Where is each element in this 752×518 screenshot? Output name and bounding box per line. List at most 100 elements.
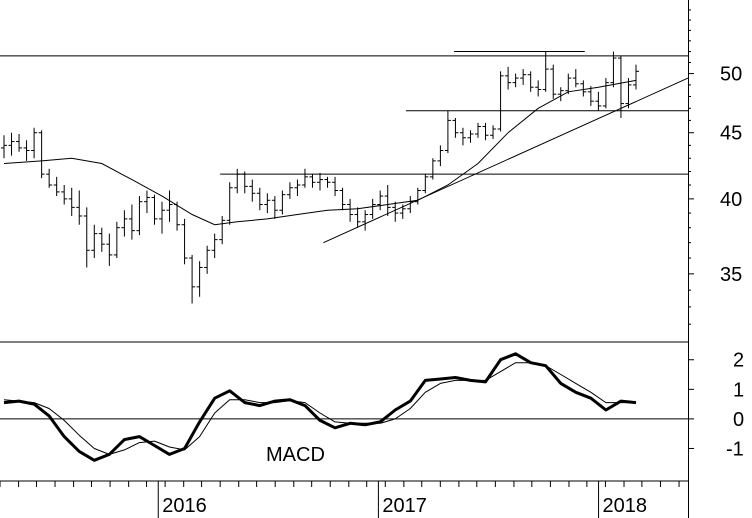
- price-bar: [309, 174, 316, 188]
- price-bar: [557, 87, 564, 102]
- price-bar: [53, 176, 60, 197]
- price-y-tick-label: 45: [720, 123, 742, 145]
- price-bar: [339, 187, 346, 211]
- price-bar: [61, 185, 68, 205]
- price-bar: [550, 64, 557, 99]
- price-bar: [264, 193, 271, 214]
- price-bar: [422, 174, 429, 194]
- price-bar: [136, 196, 143, 236]
- price-bar: [16, 133, 23, 152]
- price-bar: [610, 51, 617, 88]
- price-bar: [505, 66, 512, 90]
- price-bar: [595, 91, 602, 111]
- macd-panel: -1 0 1 2: [0, 350, 744, 462]
- price-bar: [580, 80, 587, 97]
- price-bar: [437, 145, 444, 167]
- moving-average-line: [3, 79, 637, 226]
- price-bar: [490, 125, 497, 140]
- price-bar: [527, 71, 534, 92]
- macd-label: MACD: [266, 444, 325, 466]
- chart-frame: [0, 0, 689, 518]
- price-bar: [8, 132, 15, 156]
- price-bar: [68, 187, 75, 216]
- price-bar: [271, 196, 278, 219]
- price-y-tick-label: 50: [720, 64, 742, 86]
- macd-y-tick-label: 2: [733, 350, 744, 372]
- x-year-label: 2018: [603, 495, 648, 517]
- price-bar: [602, 78, 609, 109]
- price-bar: [520, 69, 527, 85]
- price-bar: [151, 194, 158, 225]
- price-y-tick-label: 40: [720, 189, 742, 211]
- price-bar: [324, 176, 331, 188]
- price-bar: [617, 55, 624, 118]
- price-bar: [23, 140, 30, 161]
- x-axis: 2016 2017 2018: [0, 481, 680, 518]
- price-bar: [347, 198, 354, 222]
- price-bar: [587, 86, 594, 106]
- price-bar: [219, 215, 226, 245]
- price-bar: [452, 117, 459, 138]
- price-bar: [377, 190, 384, 211]
- price-bar: [565, 73, 572, 95]
- price-bar: [459, 127, 466, 146]
- price-bar: [286, 182, 293, 199]
- macd-signal-line: [3, 362, 636, 455]
- trendline: [323, 77, 689, 244]
- price-bar: [354, 207, 361, 228]
- price-bar: [542, 51, 549, 92]
- price-bar: [143, 190, 150, 214]
- price-bar: [121, 210, 128, 237]
- price-bar: [279, 190, 286, 215]
- price-bar: [572, 69, 579, 88]
- price-bar: [482, 122, 489, 141]
- price-bar: [189, 254, 196, 304]
- price-bar: [256, 187, 263, 211]
- price-bar: [76, 190, 83, 225]
- price-bar: [196, 261, 203, 297]
- price-bar: [317, 172, 323, 191]
- macd-y-tick-label: -1: [726, 438, 744, 460]
- x-year-label: 2016: [162, 495, 207, 517]
- price-bar: [38, 130, 45, 179]
- price-bar: [407, 196, 414, 214]
- price-bar: [181, 218, 188, 265]
- price-bar: [166, 190, 173, 222]
- price-bar: [106, 233, 113, 266]
- price-bar: [46, 168, 53, 188]
- price-bar: [362, 210, 369, 231]
- price-bar: [241, 171, 248, 194]
- macd-y-tick-label: 0: [733, 409, 744, 431]
- price-bar: [128, 204, 135, 240]
- price-bar: [384, 185, 391, 216]
- macd-y-tick-label: 1: [733, 379, 744, 401]
- price-bar: [497, 71, 504, 132]
- price-bar: [249, 179, 256, 202]
- price-bar: [625, 78, 632, 109]
- price-bar: [512, 73, 519, 88]
- price-bar: [211, 233, 218, 259]
- price-bar: [429, 158, 436, 180]
- price-bar: [399, 204, 406, 219]
- price-bar: [535, 80, 542, 97]
- price-bar: [98, 227, 105, 252]
- price-bar: [1, 135, 7, 159]
- price-bar: [414, 187, 421, 205]
- price-bar: [633, 64, 639, 90]
- price-bar: [234, 168, 241, 194]
- price-panel: 35 40 45 50: [0, 9, 742, 325]
- price-bar: [444, 110, 451, 154]
- price-bar: [204, 245, 211, 274]
- price-bar: [392, 201, 399, 222]
- price-bar: [83, 207, 90, 268]
- price-bar: [174, 201, 181, 231]
- price-bar: [301, 168, 308, 188]
- price-bar: [332, 176, 339, 197]
- price-bar: [31, 127, 38, 159]
- price-y-tick-label: 35: [720, 264, 742, 286]
- price-bar: [467, 130, 474, 143]
- price-bar: [91, 224, 98, 259]
- price-bar: [475, 122, 481, 138]
- price-bar: [113, 221, 120, 259]
